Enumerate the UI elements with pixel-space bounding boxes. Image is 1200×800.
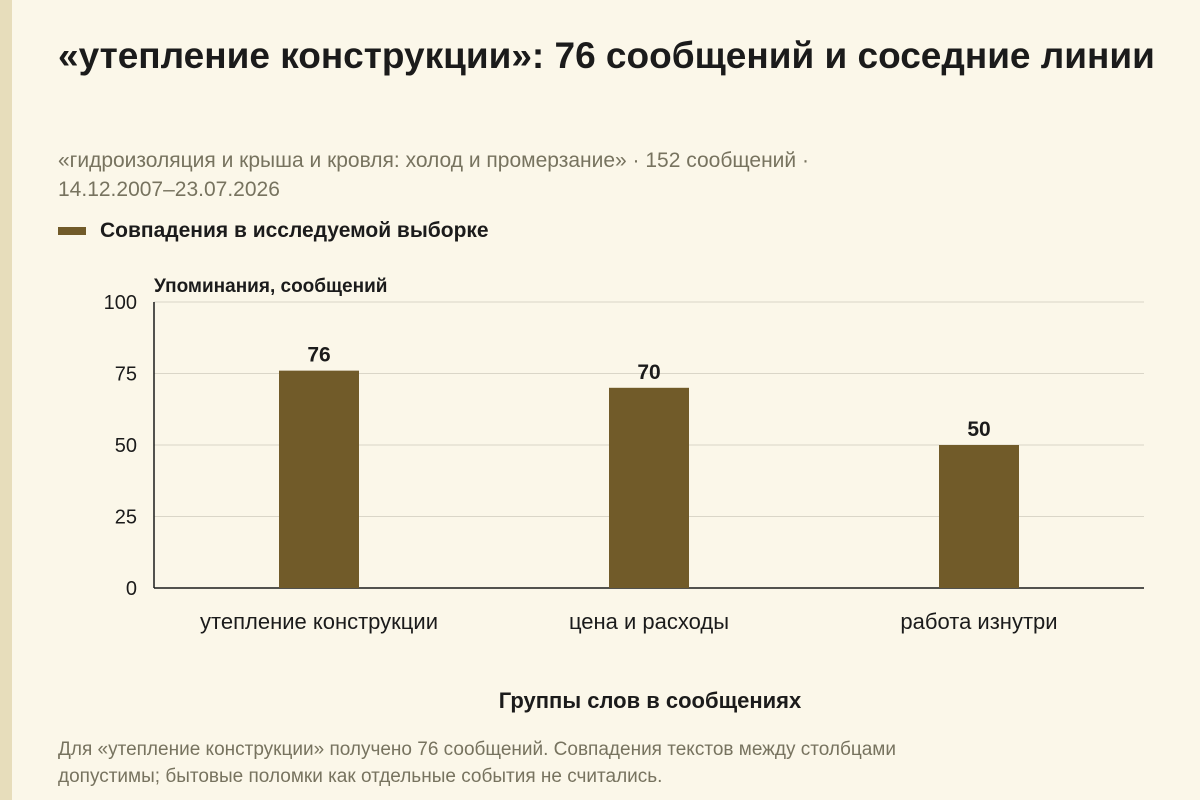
footnote-line-2: допустимы; бытовые поломки как отдельные… — [58, 766, 663, 787]
data-label: 76 — [307, 344, 330, 367]
x-category-label: работа изнутри — [900, 609, 1057, 634]
x-axis-title: Группы слов в сообщениях — [499, 688, 802, 713]
footnote: Для «утепление конструкции» получено 76 … — [58, 736, 1168, 790]
y-tick-label: 100 — [104, 292, 137, 314]
y-tick-label: 25 — [115, 507, 137, 529]
legend-swatch — [58, 227, 86, 235]
x-category-labels: утепление конструкции цена и расходы работ… — [200, 609, 1058, 634]
bars — [279, 370, 1019, 588]
bar — [939, 445, 1019, 588]
x-category-label: цена и расходы — [569, 609, 729, 634]
y-tick-labels: 0 25 50 75 100 — [104, 292, 137, 600]
y-tick-label: 0 — [126, 578, 137, 600]
bar-chart: 0 25 50 75 100 76 70 50 утепление конструкции ц… — [104, 276, 1144, 713]
data-labels: 76 70 50 — [307, 344, 990, 441]
data-label: 70 — [637, 361, 660, 384]
subtitle-line-1: «гидроизоляция и крыша и кровля: холод и… — [58, 149, 809, 172]
bar — [609, 387, 689, 588]
y-tick-label: 75 — [115, 364, 137, 386]
bar — [279, 370, 359, 588]
legend-label: Совпадения в исследуемой выборке — [100, 219, 489, 242]
subtitle-line-2: 14.12.2007–23.07.2026 — [58, 178, 280, 201]
x-category-label: утепление конструкции — [200, 609, 438, 634]
footnote-line-1: Для «утепление конструкции» получено 76 … — [58, 739, 896, 760]
y-axis-title: Упоминания, сообщений — [154, 276, 387, 297]
chart-title: «утепление конструкции»: 76 сообщений и … — [58, 35, 1155, 76]
side-accent-strip — [0, 0, 12, 800]
y-tick-label: 50 — [115, 435, 137, 457]
chart-subtitle: «гидроизоляция и крыша и кровля: холод и… — [58, 146, 1158, 204]
data-label: 50 — [967, 418, 990, 441]
legend: Совпадения в исследуемой выборке — [58, 219, 489, 243]
